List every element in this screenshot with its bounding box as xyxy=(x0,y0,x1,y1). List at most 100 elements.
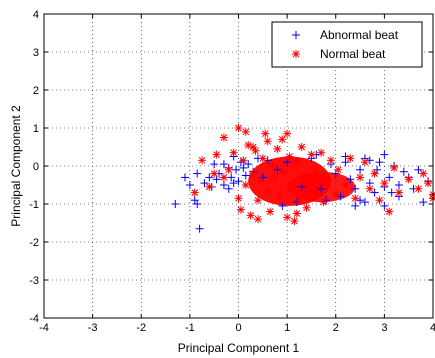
abnormal-beat-point xyxy=(387,188,396,197)
x-tick-label: 1 xyxy=(284,322,290,334)
normal-beat-point xyxy=(253,196,262,205)
normal-beat-point xyxy=(424,179,433,188)
grid-lines xyxy=(44,14,433,318)
abnormal-beat-point xyxy=(185,181,194,189)
x-tick-label: -1 xyxy=(185,322,195,334)
abnormal-beat-point xyxy=(232,165,241,174)
normal-beat-point xyxy=(234,124,243,132)
normal-beat-point xyxy=(326,156,335,165)
legend-label-normal: Normal beat xyxy=(320,47,386,61)
normal-beat-point xyxy=(273,144,282,153)
abnormal-beat-point xyxy=(360,198,369,207)
normal-beat-point xyxy=(319,198,328,207)
abnormal-beat-point xyxy=(380,201,389,210)
normal-beat-point xyxy=(263,137,272,146)
abnormal-beat-point xyxy=(210,160,219,169)
abnormal-beat-point xyxy=(241,171,250,180)
abnormal-beat-point xyxy=(229,179,238,188)
normal-beat-point xyxy=(346,154,355,163)
normal-beat-point xyxy=(275,192,284,201)
normal-beat-point xyxy=(292,158,301,167)
normal-beat-point xyxy=(307,150,316,159)
y-tick-label: -1 xyxy=(29,199,39,211)
abnormal-beat-point xyxy=(234,177,243,186)
abnormal-beat-point xyxy=(385,173,394,182)
x-tick-label: -3 xyxy=(88,322,98,334)
abnormal-beat-point xyxy=(205,173,214,182)
abnormal-beat-point xyxy=(224,184,233,193)
legend-marker-abnormal xyxy=(292,31,300,39)
normal-beat-point xyxy=(241,127,250,136)
normal-beat-point xyxy=(236,205,245,214)
normal-beat-point xyxy=(404,175,413,184)
normal-beat-point xyxy=(239,156,248,165)
normal-beat-point xyxy=(295,196,304,205)
normal-beat-point xyxy=(266,207,275,216)
normal-beat-point xyxy=(292,209,301,218)
normal-beat-point xyxy=(280,167,289,176)
normal-beat-point xyxy=(356,173,365,182)
normal-beat-point xyxy=(385,207,394,216)
x-tick-label: 4 xyxy=(430,322,435,334)
y-tick-label: 1 xyxy=(33,123,39,135)
normal-beat-point xyxy=(380,179,389,188)
abnormal-beat-point xyxy=(171,200,180,208)
abnormal-beat-point xyxy=(219,160,228,169)
normal-beat-point xyxy=(317,148,326,157)
normal-beat-point xyxy=(258,154,267,163)
normal-beat-point xyxy=(270,173,279,182)
normal-beat-point xyxy=(312,165,321,174)
abnormal-beat-point xyxy=(419,198,428,207)
y-tick-label: 0 xyxy=(33,161,39,173)
abnormal-beat-point xyxy=(273,165,282,174)
normal-beat-point xyxy=(261,129,270,138)
y-axis-label: Principal Component 2 xyxy=(9,105,23,227)
normal-beat-point xyxy=(341,181,350,189)
normal-beat-point xyxy=(285,152,294,161)
abnormal-beat-point xyxy=(193,169,202,178)
abnormal-beat-point xyxy=(394,181,403,189)
normal-beat-point xyxy=(334,165,343,174)
normal-beat-point xyxy=(390,163,399,172)
abnormal-beat-point xyxy=(278,201,287,210)
y-tick-label: 4 xyxy=(33,9,39,21)
y-tick-label: -4 xyxy=(29,313,39,325)
normal-beat-point xyxy=(246,211,255,220)
normal-beat-point xyxy=(394,188,403,197)
normal-beat-point xyxy=(297,143,306,151)
normal-beat-point xyxy=(198,156,207,165)
normal-beat-point xyxy=(224,165,233,174)
normal-beat-point xyxy=(278,135,287,144)
y-tick-label: 2 xyxy=(33,85,39,97)
normal-beat-point xyxy=(256,177,265,186)
abnormal-beat-point xyxy=(297,182,306,191)
abnormal-beat-point xyxy=(200,179,209,188)
legend-box xyxy=(271,21,423,68)
normal-beat-point xyxy=(241,181,250,189)
normal-beat-point xyxy=(300,175,309,184)
normal-beat-point xyxy=(290,217,299,226)
legend-label-abnormal: Abnormal beat xyxy=(320,28,399,42)
normal-beat-point xyxy=(351,194,360,203)
normal-beat-point xyxy=(263,186,272,195)
abnormal-beat-point xyxy=(181,173,190,182)
abnormal-beat-point xyxy=(356,165,365,174)
normal-beat-point xyxy=(210,169,219,178)
normal-beat-point xyxy=(283,129,292,138)
abnormal-beat-point xyxy=(370,188,379,197)
y-tick-label: -3 xyxy=(29,275,39,287)
x-tick-label: -2 xyxy=(136,322,146,334)
abnormal-beat-point xyxy=(317,184,326,193)
normal-beat-point xyxy=(360,158,369,167)
abnormal-beat-point xyxy=(346,175,355,184)
normal-beat-point xyxy=(219,173,228,182)
normal-beat-point xyxy=(205,182,214,191)
abnormal-beat-point xyxy=(244,160,253,169)
normal-beat-point xyxy=(322,177,331,186)
abnormal-beat-point xyxy=(351,184,360,193)
y-tick-label: 3 xyxy=(33,47,39,59)
abnormal-beat-point xyxy=(239,163,248,172)
normal-beat-point xyxy=(234,194,243,203)
normal-beat-point xyxy=(365,184,374,193)
